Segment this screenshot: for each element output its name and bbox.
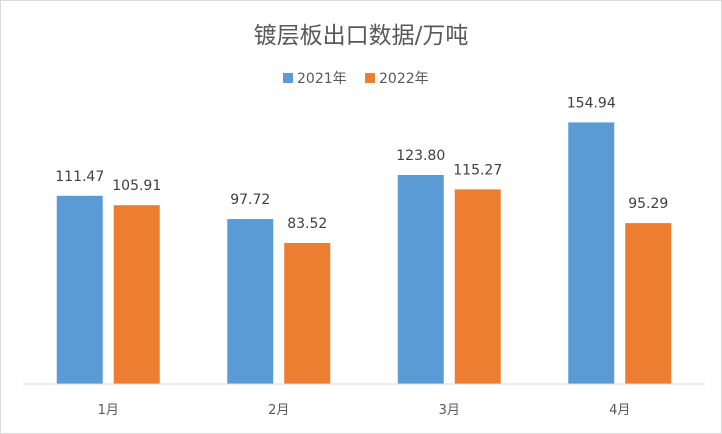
bar-1-1 [284, 242, 331, 384]
bar-0-0 [56, 195, 103, 384]
x-tick-labels: 1月 2月 3月 4月 [98, 403, 631, 418]
legend-label-0: 2021年 [297, 71, 347, 87]
chart-title: 镀层板出口数据/万吨 [254, 23, 469, 49]
data-label-1-0: 105.91 [112, 178, 161, 194]
data-label-0-2: 123.80 [396, 148, 445, 164]
bar-0-3 [568, 122, 615, 385]
data-label-0-0: 111.47 [55, 169, 104, 185]
bars [56, 122, 672, 385]
legend-swatch-1 [365, 73, 375, 83]
data-label-0-1: 97.72 [230, 192, 270, 208]
data-label-1-2: 115.27 [453, 162, 502, 178]
data-label-1-3: 95.29 [628, 196, 668, 212]
bar-0-2 [397, 174, 444, 384]
bar-1-0 [113, 205, 160, 384]
legend-label-1: 2022年 [379, 71, 429, 87]
x-tick-label-1: 2月 [268, 403, 289, 418]
bar-0-1 [227, 219, 274, 384]
data-labels: 111.47 105.91 97.72 83.52 123.80 115.27 154.94… [55, 95, 668, 232]
legend-swatch-0 [283, 73, 293, 83]
bar-1-3 [625, 223, 672, 384]
legend: 2021年 2022年 [283, 71, 429, 87]
data-label-0-3: 154.94 [567, 95, 616, 111]
x-tick-label-0: 1月 [98, 403, 119, 418]
bar-1-2 [454, 189, 501, 384]
x-tick-label-3: 4月 [609, 403, 630, 418]
data-label-1-1: 83.52 [287, 216, 327, 232]
x-tick-label-2: 3月 [439, 403, 460, 418]
